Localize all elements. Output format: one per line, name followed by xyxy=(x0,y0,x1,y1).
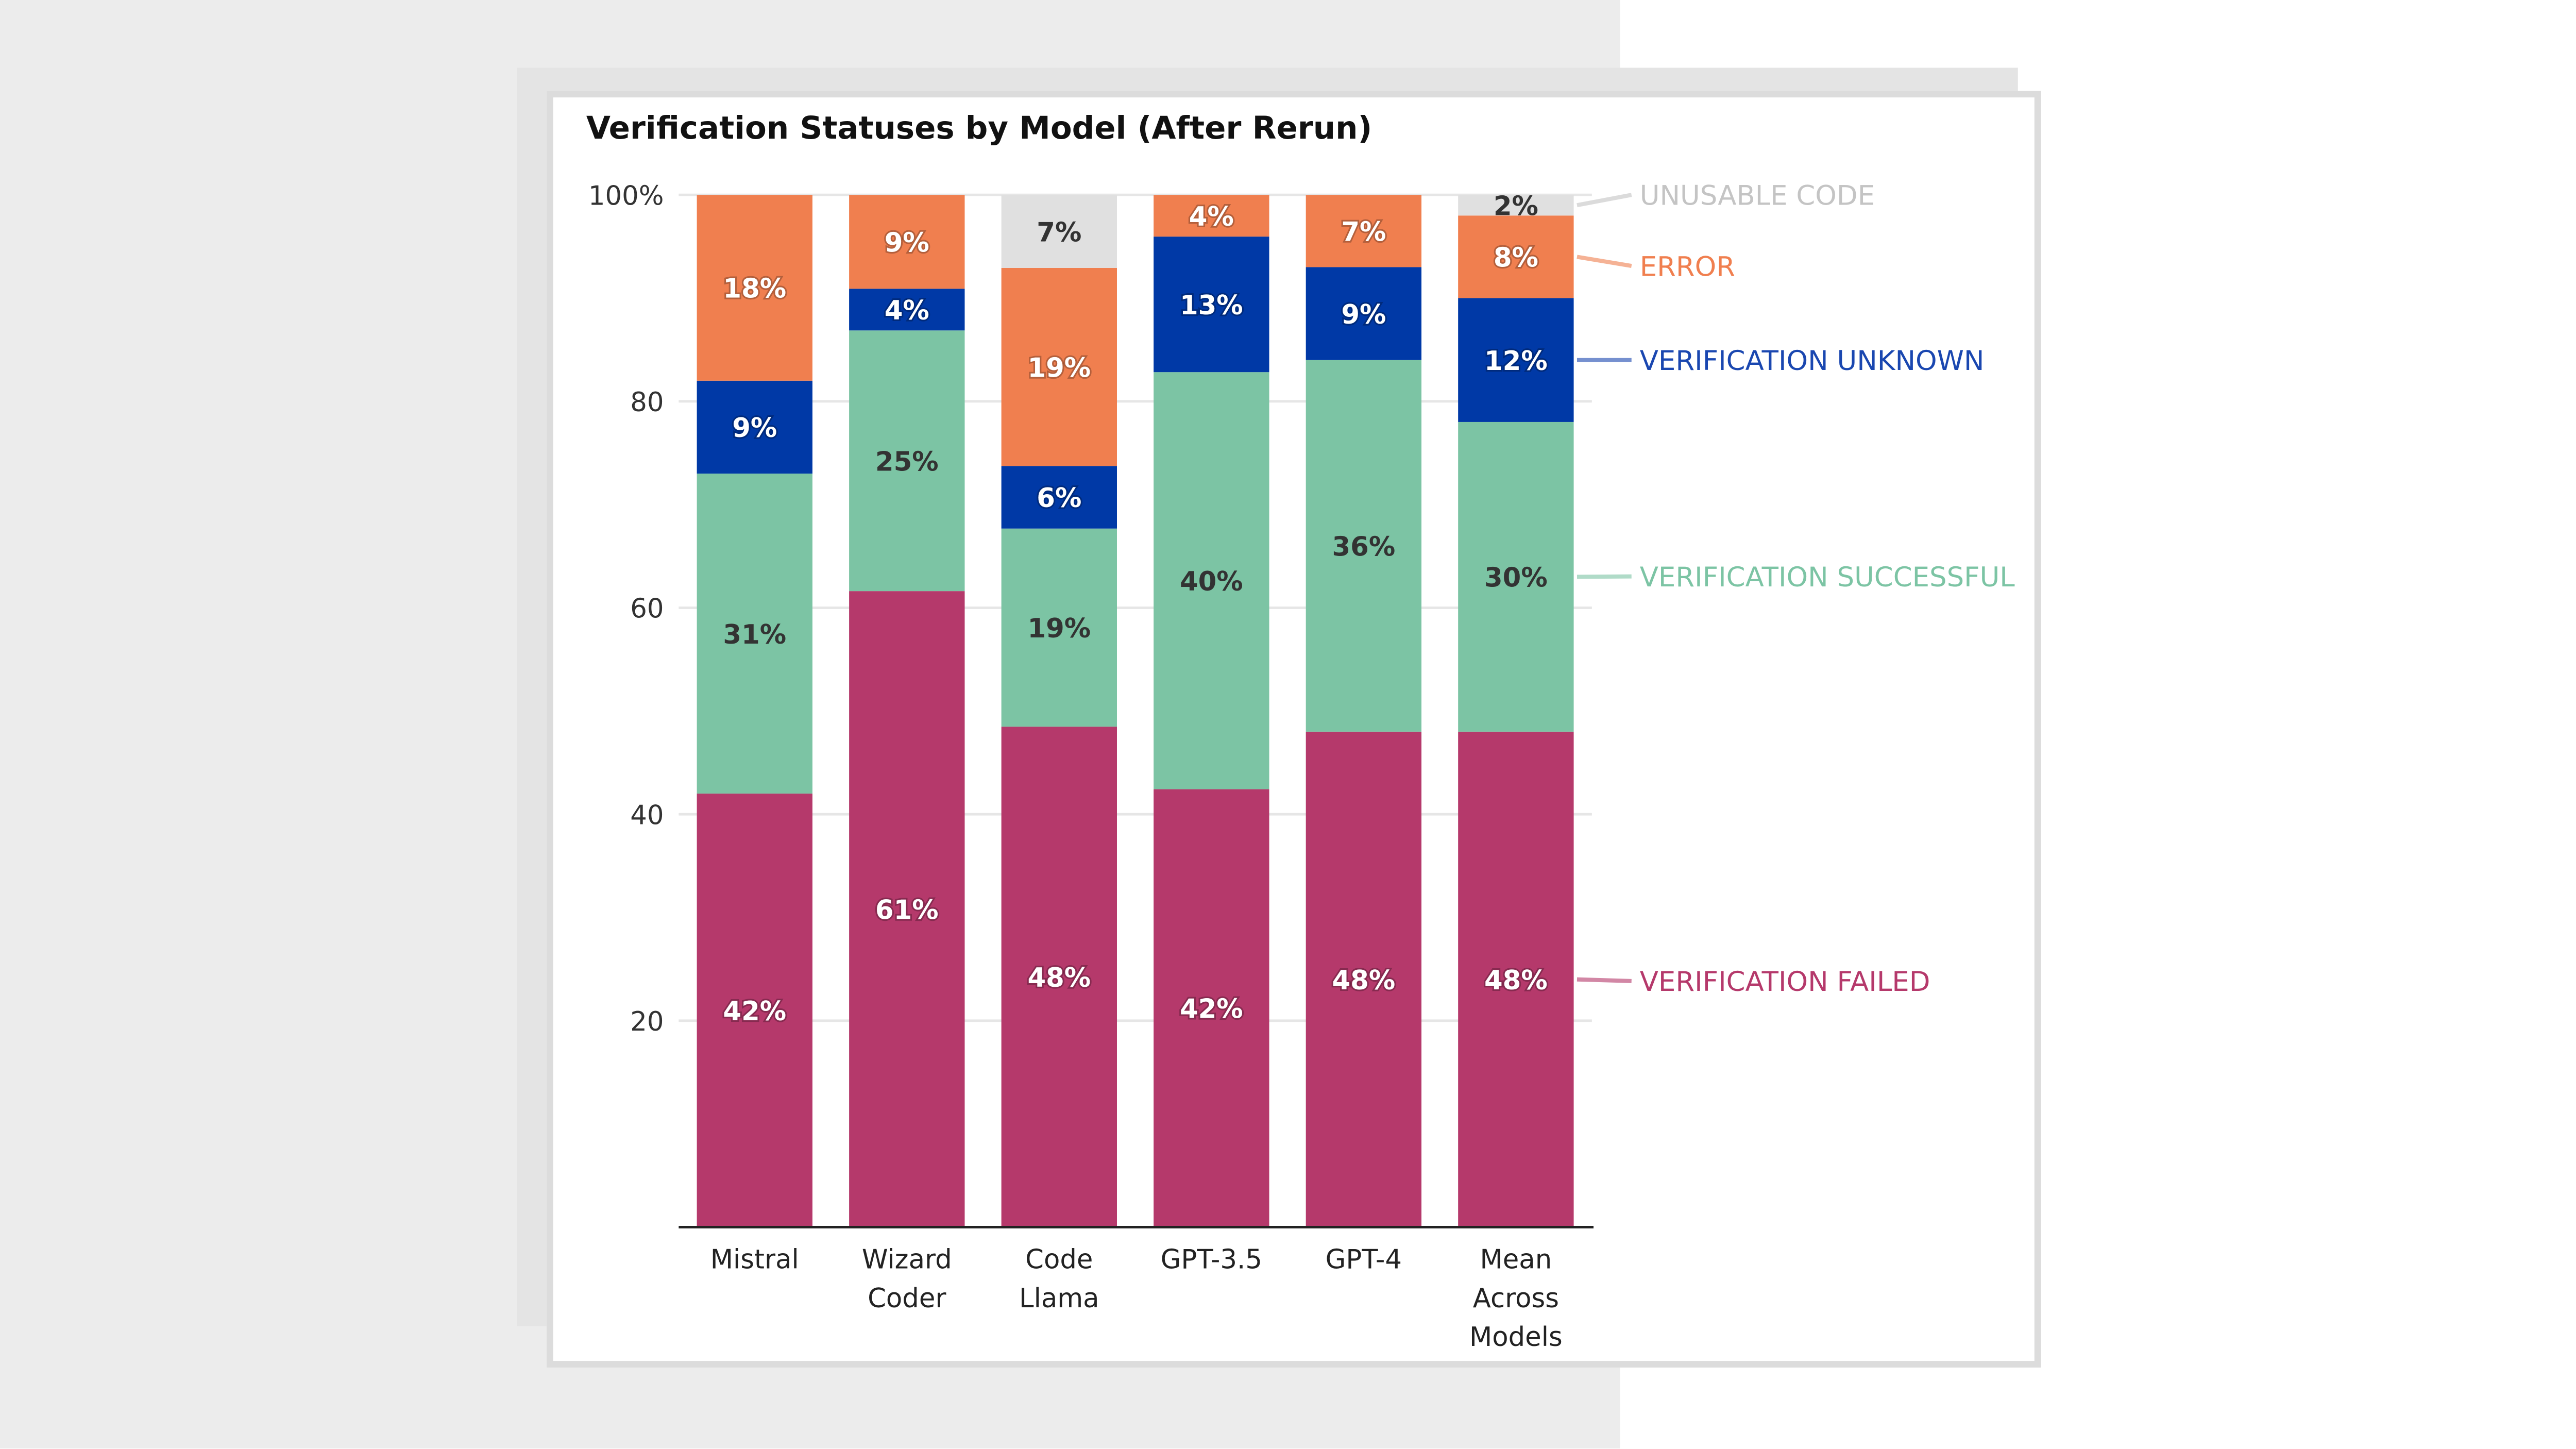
data-label: 8% xyxy=(1494,243,1538,274)
bar-segment xyxy=(1306,360,1422,732)
x-tick-label: Llama xyxy=(1019,1283,1099,1314)
bar-segment xyxy=(1001,267,1117,466)
bar-segment xyxy=(1458,422,1574,732)
bar-segment xyxy=(1001,466,1117,529)
bar-segment xyxy=(697,380,812,474)
bar-segment xyxy=(849,195,965,289)
axes: 100% 80 60 40 20 Mistral Wizard Coder Code Llama G… xyxy=(588,180,1594,1353)
x-tick-label: Coder xyxy=(868,1283,946,1314)
legend-connector xyxy=(1577,255,1632,268)
legend: VERIFICATION FAILED VERIFICATION SUCCESSF… xyxy=(1577,180,2015,998)
data-label: 42% xyxy=(723,996,786,1027)
bar-segment xyxy=(1306,267,1422,360)
y-tick-label: 40 xyxy=(630,800,664,831)
data-label: 9% xyxy=(885,228,929,259)
bars: 42% 31% 9% 18% 61% 25% 4% 9% 48% 19% 6% 19% 7% 42% 40%… xyxy=(697,191,1574,1227)
bar-segment xyxy=(1001,195,1117,268)
data-label: 18% xyxy=(723,274,786,305)
bar-segment xyxy=(1154,789,1269,1227)
data-label: 7% xyxy=(1037,217,1081,248)
x-tick-label: Mean xyxy=(1480,1244,1552,1275)
data-label: 19% xyxy=(1027,613,1091,644)
bar-segment xyxy=(1154,372,1269,789)
data-label: 42% xyxy=(1180,994,1243,1025)
legend-connector xyxy=(1577,977,1632,983)
data-label: 48% xyxy=(1332,965,1395,996)
bar-segment xyxy=(1458,731,1574,1227)
bar-segment xyxy=(697,474,812,794)
data-label: 12% xyxy=(1484,346,1548,377)
data-label: 2% xyxy=(1494,191,1538,222)
legend-label: UNUSABLE CODE xyxy=(1640,180,1875,211)
bar-segment xyxy=(849,330,965,592)
x-tick-label: Across xyxy=(1473,1283,1559,1314)
data-label: 31% xyxy=(723,619,786,650)
x-tick-label: Mistral xyxy=(710,1244,799,1275)
data-label: 25% xyxy=(875,446,939,477)
bar-segment xyxy=(697,195,812,381)
legend-connector xyxy=(1577,193,1632,208)
x-tick-label: Models xyxy=(1469,1322,1563,1353)
y-tick-label: 100% xyxy=(588,180,664,211)
bar-segment xyxy=(1458,195,1574,216)
bar-segment xyxy=(1458,298,1574,422)
data-label: 36% xyxy=(1332,532,1395,563)
data-label: 9% xyxy=(732,413,777,444)
bar-segment xyxy=(849,591,965,1227)
data-label: 40% xyxy=(1180,566,1243,597)
x-tick-label: GPT-3.5 xyxy=(1161,1244,1262,1275)
x-tick-label: Code xyxy=(1025,1244,1093,1275)
data-label: 48% xyxy=(1484,965,1548,996)
data-label: 19% xyxy=(1027,352,1091,383)
bar-segment xyxy=(1154,195,1269,237)
legend-label: VERIFICATION FAILED xyxy=(1640,966,1930,998)
legend-label: ERROR xyxy=(1640,251,1735,282)
data-label: 6% xyxy=(1037,483,1081,514)
data-label: 7% xyxy=(1341,217,1386,248)
x-tick-label: GPT-4 xyxy=(1326,1244,1402,1275)
bar-segment xyxy=(1154,237,1269,373)
data-label: 48% xyxy=(1027,963,1091,993)
data-label: 61% xyxy=(875,895,939,926)
y-tick-label: 60 xyxy=(630,594,664,625)
bar-segment xyxy=(1458,215,1574,298)
y-tick-label: 20 xyxy=(630,1006,664,1037)
bar-segment xyxy=(1306,731,1422,1227)
bar-segment xyxy=(1306,195,1422,267)
gridlines xyxy=(679,193,1592,1022)
bar-segment xyxy=(697,794,812,1227)
data-label: 4% xyxy=(885,295,929,326)
bar-segment xyxy=(849,289,965,331)
y-tick-label: 80 xyxy=(630,387,664,418)
x-tick-label: Wizard xyxy=(862,1244,952,1275)
chart-title: Verification Statuses by Model (After Re… xyxy=(586,110,1372,146)
legend-label: VERIFICATION SUCCESSFUL xyxy=(1640,562,2015,593)
data-label: 4% xyxy=(1189,201,1234,232)
legend-label: VERIFICATION UNKNOWN xyxy=(1640,345,1985,377)
data-label: 30% xyxy=(1484,563,1548,594)
data-label: 9% xyxy=(1341,299,1386,330)
bar-segment xyxy=(1001,727,1117,1227)
data-label: 13% xyxy=(1180,290,1243,321)
bar-segment xyxy=(1001,528,1117,727)
